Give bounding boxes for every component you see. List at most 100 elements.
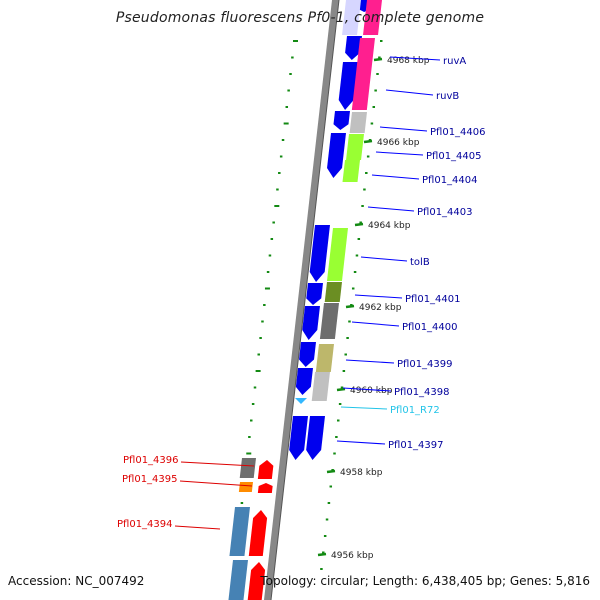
gene-cog-box [342,0,361,35]
gene-leader-line [371,174,420,180]
guide-dot [250,419,253,422]
minor-tick [337,419,340,422]
rna-feature [295,398,307,404]
cds-arrow [327,133,346,178]
gene-cog-box [324,282,342,302]
gene-cog-box [349,112,367,133]
gene-label: Pfl01_4398 [394,387,450,398]
minor-tick [376,73,379,75]
dotted-guide-lines [233,40,383,570]
minor-tick [353,271,357,273]
gene-cog-box [326,228,348,281]
minor-tick [331,469,334,471]
guide-dot [251,403,255,405]
cds-arrow [306,283,323,305]
minor-tick [372,106,376,108]
minor-tick [329,485,333,488]
minor-tick [333,452,336,455]
cds-arrow [306,416,325,460]
tick-label: 4968 kbp [387,56,430,66]
cds-arrow [302,306,320,340]
minor-tick [340,386,344,389]
minor-tick [335,436,338,438]
guide-dot [266,271,270,273]
minor-tick [348,320,351,323]
tick-mark [345,304,355,309]
gene-label: Pfl01_4394 [117,519,173,530]
gene-leader-line [351,321,400,327]
guide-dot [270,238,274,240]
minor-tick [344,353,347,356]
minor-tick [320,568,323,570]
gene-label: ruvB [436,91,459,102]
guide-dot [261,320,264,323]
minor-tick [359,221,362,224]
tick-label: 4962 kbp [359,303,402,313]
guide-dot [287,89,290,92]
cds-arrow-reverse [247,562,266,600]
guide-dot [268,254,272,257]
tick-mark [354,222,364,227]
guide-dot [253,386,257,389]
accession-text: Accession: NC_007492 [8,574,145,588]
guide-dot [264,287,270,290]
tick-mark [373,57,383,62]
gene-cog-box [351,38,375,110]
gene-label: Pfl01_R72 [390,405,440,416]
gene-leader-line [379,126,428,132]
guide-dot [255,370,261,372]
guide-dot [246,452,252,455]
guide-dot [293,40,298,42]
cds-arrow-reverse [257,483,273,493]
gene-cog-box [228,560,248,600]
cds-arrow-reverse [257,460,274,479]
minor-tick [322,551,325,554]
cds-arrow [338,62,358,110]
minor-tick [361,205,364,207]
tick-mark [336,387,346,392]
tick-label: 4958 kbp [340,468,383,478]
tick-mark [326,469,336,474]
gene-label: Pfl01_4403 [417,207,473,218]
gene-label: tolB [410,257,430,268]
gene-cog-box [346,134,364,160]
gene-leader-line [180,461,255,467]
minor-tick [327,502,331,504]
minor-tick [380,40,383,42]
gene-label: Pfl01_4406 [430,127,486,138]
gene-cog-box [363,0,382,35]
guide-dot [285,106,289,108]
guide-dot [278,172,281,174]
gene-labels: ruvA ruvB Pfl01_4406 Pfl01_4405 Pfl01_4404 Pf… [117,56,486,530]
minor-tick [338,403,342,405]
tick-label: 4960 kbp [350,386,393,396]
cds-arrow-reverse [248,510,268,556]
guide-dot [257,353,260,356]
gene-label: Pfl01_4397 [388,440,444,451]
gene-cog-box [315,344,334,372]
gene-leader-line [342,387,392,392]
minor-tick [378,56,381,59]
genome-backbone-highlight [270,0,340,600]
gene-leader-line [345,359,395,364]
cds-arrow [345,36,362,60]
guide-dot [248,436,251,438]
minor-tick [368,139,372,141]
gene-leader-line [389,56,441,61]
minor-tick [366,155,370,158]
tick-marks-group: 4956 kbp 4958 kbp 4960 kbp 4962 kbp 4964 kbp… [317,56,430,561]
guide-dot [291,56,294,59]
tick-label: 4966 kbp [377,138,420,148]
gene-label: Pfl01_4400 [402,322,458,333]
guide-dot [289,73,292,75]
gene-leader-line [375,151,424,156]
minor-tick [325,518,329,521]
gene-label: Pfl01_4401 [405,294,461,305]
minor-tick [363,188,366,191]
tick-mark [363,139,373,144]
minor-tick [365,172,368,174]
minor-tick [351,287,355,290]
gene-leader-line [336,440,386,445]
